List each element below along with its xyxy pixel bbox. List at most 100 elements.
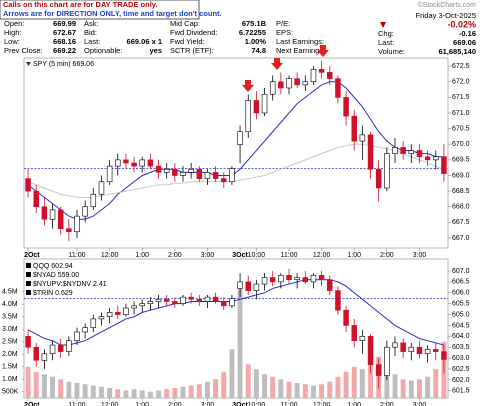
field-value: 6.72255 — [239, 28, 266, 37]
volume-bar — [302, 384, 308, 398]
field-label: Prev Close: — [4, 46, 43, 55]
candle-body — [245, 100, 251, 133]
candle-body — [441, 351, 447, 360]
down-icon — [380, 22, 386, 28]
volume-bar — [50, 376, 55, 398]
x-tick-label: 12:00 — [101, 402, 119, 406]
candle-body — [278, 275, 284, 283]
volume-bar — [408, 380, 414, 398]
field-label: Low: — [4, 37, 20, 46]
candle-body — [123, 307, 129, 315]
candle-body — [433, 156, 439, 161]
volume-bar — [351, 366, 357, 398]
candle-body — [204, 296, 211, 302]
y-tick-label: 669.0 — [452, 172, 470, 179]
candle-body — [392, 147, 398, 154]
candle-body — [188, 168, 194, 173]
x-tick-label: 11:00 — [69, 402, 86, 406]
y-tick-label: 669.5 — [452, 157, 470, 164]
lower-panel — [23, 258, 449, 399]
candle-body — [188, 296, 194, 300]
x-tick-label: 1:00 — [347, 402, 361, 406]
candle-body — [375, 364, 382, 376]
candle-body — [302, 81, 309, 86]
volume-bar — [400, 379, 406, 398]
volume-bar — [368, 361, 373, 398]
volume-tick-label: 2.0M — [2, 351, 18, 358]
candle-body — [302, 277, 309, 283]
x-tick-label: 1:00 — [347, 252, 361, 259]
y-tick-label: 605.5 — [452, 301, 470, 308]
candle-body — [98, 316, 105, 320]
candle-body — [98, 181, 105, 195]
x-tick-label: 2:00 — [168, 252, 182, 259]
candle-body — [41, 353, 48, 361]
field-value: 74.8 — [251, 46, 266, 55]
field-value: yes — [149, 46, 162, 55]
volume-bar — [294, 383, 300, 398]
x-tick-label: 10:00 — [248, 402, 266, 406]
candle-body — [163, 168, 170, 173]
volume-bar — [327, 381, 333, 398]
volume-bar — [180, 386, 186, 398]
field-value: 675.1B — [242, 19, 267, 28]
candle-body — [327, 72, 333, 79]
field-label: Bid: — [84, 28, 97, 37]
volume-bar — [66, 381, 72, 398]
volume-tick-label: 4.0M — [2, 301, 18, 308]
volume-bar — [433, 369, 439, 398]
candle-body — [123, 159, 129, 164]
y-tick-label: 603.0 — [452, 355, 470, 362]
arrow — [317, 45, 329, 57]
x-tick-label: 11:00 — [281, 252, 298, 259]
notice: Arrows are for DIRECTION ONLY, time and … — [3, 9, 222, 18]
field-label: SCTR (ETF): — [170, 46, 214, 55]
price-panel — [23, 57, 449, 249]
candle-body — [221, 178, 227, 183]
candle-body — [25, 178, 31, 192]
x-tick-label: 3Oct — [232, 402, 248, 406]
candle-body — [245, 281, 251, 291]
y-tick-label: 606.0 — [452, 290, 470, 297]
volume-bar — [107, 388, 113, 398]
candle-body — [155, 299, 162, 302]
y-tick-label: 602.0 — [452, 377, 470, 384]
candle-body — [74, 331, 80, 342]
field-value: 668.16 — [53, 37, 76, 46]
candle-body — [74, 215, 80, 233]
candle-body — [41, 206, 48, 220]
x-tick-label: 11:00 — [69, 252, 86, 259]
field-label: Open: — [4, 19, 24, 28]
volume-bar — [253, 369, 259, 398]
volume-bar — [286, 381, 292, 398]
field-label: Next Earnings: — [276, 46, 325, 55]
candle-body — [147, 301, 154, 304]
notice: Calls on this chart are for DAY TRADE on… — [3, 0, 157, 9]
x-tick-label: 2Oct — [24, 402, 40, 406]
volume-bar — [359, 369, 365, 398]
legend-icon — [26, 290, 31, 295]
header: Open: 669.99 High: 672.67 Low: 668.16 Prev Clo… — [4, 19, 476, 56]
candle-body — [359, 336, 366, 342]
candle-body — [106, 165, 113, 183]
volume-bar — [123, 390, 129, 398]
candle-body — [106, 312, 113, 318]
y-tick-label: 671.5 — [452, 94, 470, 101]
x-tick-label: 3:00 — [201, 252, 215, 259]
volume-bar — [221, 371, 227, 398]
candle-body — [66, 340, 72, 352]
legend: $TRIN 0.629 — [33, 290, 73, 297]
candle-body — [408, 150, 415, 154]
field-label: EPS: — [276, 28, 293, 37]
y-tick-label: 602.5 — [452, 366, 470, 373]
x-tick-label: 3:00 — [413, 402, 427, 406]
candle-body — [163, 299, 170, 302]
candle-body — [196, 168, 203, 179]
volume-bar — [319, 384, 325, 398]
volume-bar — [74, 383, 80, 398]
notice-box — [0, 0, 200, 20]
candle-body — [392, 342, 398, 348]
legend-icon — [26, 281, 31, 286]
legend: $NYAD 559.00 — [33, 272, 79, 279]
